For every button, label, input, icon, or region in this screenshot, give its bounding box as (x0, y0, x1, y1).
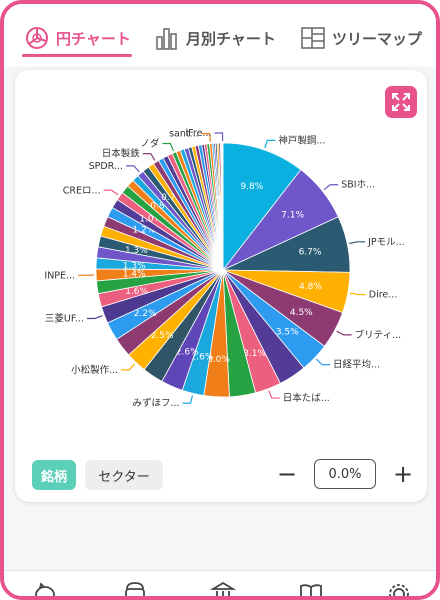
label-leader-line (162, 142, 175, 152)
slice-percent-label: 1.4% (123, 269, 146, 279)
label-leader-line (268, 390, 280, 399)
bank-icon[interactable] (210, 579, 236, 600)
bar-chart-icon (156, 28, 177, 50)
threshold-value-field[interactable]: 0.0% (314, 459, 376, 489)
slice-percent-label: 0.7% (161, 193, 184, 203)
slice-percent-label: 3.1% (243, 349, 266, 359)
slice-name-label: SPDR... (89, 161, 123, 172)
treemap-icon (301, 27, 325, 49)
increase-threshold-button[interactable]: + (392, 460, 414, 488)
slice-name-label: iFre... (186, 128, 212, 139)
pie-slice[interactable] (221, 142, 224, 271)
decrease-threshold-button[interactable]: − (277, 460, 298, 488)
slice-name-label: 日本製鉄 (102, 148, 141, 160)
tab-pie-chart-label: 円チャート (56, 29, 131, 48)
slice-name-label: ノダ (140, 137, 160, 149)
slice-name-label: 日本たば... (283, 392, 330, 404)
slice-percent-label: 4.5% (290, 308, 313, 318)
slice-name-label: SBIホ... (341, 180, 375, 191)
chart-card: 9.8% 神戸製鋼... 7.1% SBIホ... 6.7% JPモル... 4.8% Dir… (15, 70, 427, 502)
label-leader-line (323, 184, 339, 191)
slice-percent-label: 0.8% (150, 202, 173, 212)
label-leader-line (86, 315, 103, 320)
tab-treemap[interactable]: ツリーマップ (300, 18, 422, 58)
brand-toggle-button[interactable]: 銘柄 (32, 460, 76, 490)
slice-name-label: 小松製作... (71, 364, 118, 376)
label-leader-line (103, 189, 119, 196)
tab-pie-chart[interactable]: 円チャート (24, 18, 131, 58)
bottom-nav (4, 570, 436, 600)
label-leader-line (201, 133, 212, 142)
slice-name-label: 日経平均... (333, 359, 380, 371)
slice-percent-label: 6.7% (299, 248, 322, 258)
slice-name-label: 三菱UF... (45, 313, 84, 325)
slice-percent-label: 2.6% (176, 347, 199, 357)
book-icon[interactable] (298, 579, 324, 600)
tab-treemap-label: ツリーマップ (332, 29, 423, 48)
slice-percent-label: 1.6% (125, 287, 148, 297)
label-leader-line (336, 330, 352, 336)
slice-percent-label: 1.3% (125, 246, 148, 256)
slice-percent-label: 9.8% (240, 182, 263, 192)
label-leader-line (349, 292, 366, 296)
slice-percent-label: 1.2% (132, 225, 155, 235)
label-leader-line (142, 153, 156, 161)
slice-name-label: CREロ... (63, 185, 101, 196)
slice-name-label: sant... (169, 129, 199, 140)
label-leader-line (121, 363, 136, 371)
piggy-bank-icon[interactable] (32, 579, 58, 600)
slice-percent-label: 3.0% (207, 355, 230, 365)
slice-name-label: JPモル... (367, 237, 405, 248)
label-leader-line (125, 165, 140, 173)
slice-percent-label: 7.1% (281, 211, 304, 221)
active-tab-indicator (22, 54, 132, 57)
tab-monthly-chart-label: 月別チャート (186, 29, 276, 48)
slice-name-label: Dire... (369, 290, 398, 301)
tab-monthly-chart[interactable]: 月別チャート (154, 18, 276, 58)
gear-icon[interactable] (386, 579, 412, 600)
pie-chart-icon (26, 27, 48, 49)
slice-percent-label: 1.3% (123, 261, 146, 271)
expand-icon (392, 93, 410, 111)
pie-slice[interactable] (222, 142, 302, 272)
slice-name-label: ブリティ... (355, 329, 402, 341)
slice-percent-label: 2.2% (134, 309, 157, 319)
label-leader-line (214, 132, 224, 142)
sector-toggle-button[interactable]: セクター (85, 460, 163, 490)
label-leader-line (264, 139, 276, 149)
slice-name-label: みずほフ... (132, 398, 179, 409)
slice-name-label: 神戸製鋼... (278, 134, 325, 146)
label-leader-line (349, 241, 366, 245)
expand-button[interactable] (385, 86, 417, 118)
label-leader-line (182, 395, 194, 404)
slice-percent-label: 3.5% (276, 327, 299, 337)
slice-percent-label: 1.0% (139, 214, 162, 224)
pie-chart: 9.8% 神戸製鋼... 7.1% SBIホ... 6.7% JPモル... 4.8% Dir… (44, 128, 405, 409)
slice-percent-label: 4.8% (299, 282, 322, 292)
slice-name-label: INPE... (44, 270, 75, 281)
wallet-icon[interactable] (122, 579, 148, 600)
slice-percent-label: 2.5% (151, 331, 174, 341)
tab-bar: 円チャート 月別チャート ツリーマップ (4, 4, 436, 66)
label-leader-line (315, 358, 331, 366)
slice-percent-label: 2.6% (191, 352, 214, 362)
